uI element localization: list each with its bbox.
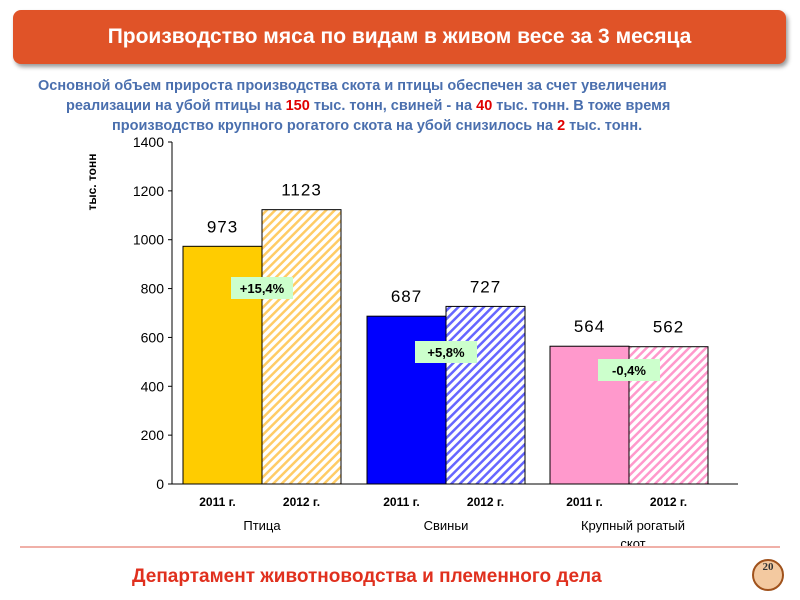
summary-line-1: Основной объем прироста производства ско… (38, 78, 667, 94)
data-label: 562 (653, 318, 684, 337)
data-label: 727 (470, 277, 501, 296)
data-label: 687 (391, 287, 422, 306)
change-label: +15,4% (240, 281, 285, 296)
data-label: 973 (207, 217, 238, 236)
y-axis-label: тыс. тонн (85, 153, 99, 210)
y-tick-label: 600 (141, 329, 165, 345)
y-tick-label: 400 (141, 378, 165, 394)
series-label: 2012 г. (283, 495, 320, 509)
y-tick-label: 1400 (133, 134, 164, 150)
series-label: 2011 г. (566, 495, 603, 509)
change-badge (598, 359, 660, 381)
series-label: 2011 г. (199, 495, 236, 509)
summary-line-2: реализации на убой птицы на 150 тыс. тон… (66, 98, 671, 114)
category-label: Свиньи (424, 518, 469, 533)
divider (20, 546, 780, 548)
change-badge (231, 277, 293, 299)
bar-2012-0 (261, 209, 342, 485)
summary-text: Основной объем прироста производства ско… (20, 76, 780, 136)
change-badge (415, 341, 477, 363)
category-label: Крупный рогатый (581, 518, 685, 533)
y-tick-label: 800 (141, 281, 165, 297)
data-label: 564 (574, 317, 605, 336)
data-label: 1123 (281, 181, 322, 200)
series-label: 2012 г. (467, 495, 504, 509)
y-tick-label: 1200 (133, 183, 164, 199)
category-label: Птица (243, 518, 281, 533)
y-tick-label: 1000 (133, 232, 164, 248)
series-label: 2012 г. (650, 495, 687, 509)
category-label: скот (620, 536, 645, 551)
change-label: +5,8% (427, 345, 465, 360)
y-tick-label: 200 (141, 427, 165, 443)
change-label: -0,4% (612, 363, 646, 378)
bar-2012-1 (445, 305, 526, 485)
series-label: 2011 г. (383, 495, 420, 509)
y-tick-label: 0 (156, 476, 164, 492)
slide-title: Производство мяса по видам в живом весе … (13, 10, 786, 64)
page-number: 20 (752, 559, 784, 591)
summary-line-3: производство крупного рогатого скота на … (112, 118, 643, 134)
footer-text: Департамент животноводства и племенного … (132, 566, 602, 587)
